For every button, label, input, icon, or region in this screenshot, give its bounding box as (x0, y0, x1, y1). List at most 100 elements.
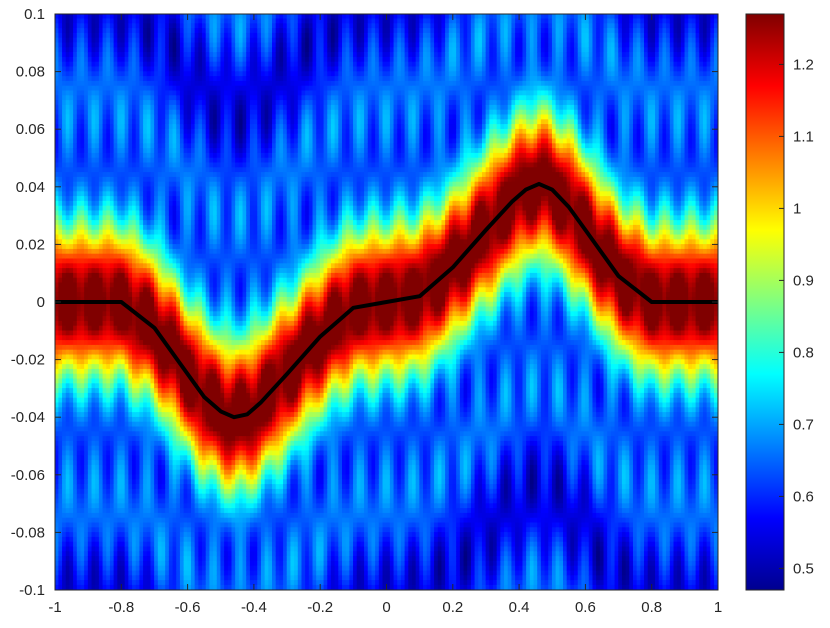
heat-cell (73, 85, 78, 92)
heat-cell (146, 42, 152, 48)
heat-cell (98, 325, 104, 332)
heat-cell (124, 512, 129, 519)
heat-cell (161, 191, 166, 197)
heat-cell (143, 469, 148, 476)
heat-cell (187, 224, 192, 231)
heat-cell (165, 157, 170, 164)
heat-cell (172, 61, 177, 68)
heat-cell (157, 402, 163, 408)
heat-cell (157, 479, 163, 485)
heat-cell (73, 488, 78, 495)
heat-cell (172, 517, 177, 524)
heat-cell (176, 28, 181, 34)
heat-cell (176, 85, 181, 92)
heat-cell (62, 541, 67, 548)
heat-cell (109, 133, 115, 140)
heat-cell (121, 388, 126, 394)
heat-cell (202, 258, 207, 264)
heat-cell (198, 277, 203, 284)
heat-cell (172, 80, 177, 87)
heat-cell (76, 210, 82, 216)
heat-cell (132, 296, 137, 303)
heat-cell (172, 186, 177, 192)
heat-cell (154, 80, 159, 87)
heat-cell (154, 349, 159, 356)
heat-cell (98, 244, 104, 250)
heat-cell (102, 234, 107, 240)
heat-cell (183, 80, 188, 87)
heat-cell (202, 80, 207, 87)
heat-cell (58, 253, 63, 260)
heat-cell (84, 253, 89, 260)
heat-cell (58, 416, 63, 423)
heat-cell (168, 56, 174, 63)
heat-cell (172, 119, 177, 125)
heat-cell (172, 205, 177, 212)
heat-cell (190, 152, 196, 159)
heat-cell (62, 421, 67, 428)
heat-cell (62, 37, 67, 44)
heat-cell (165, 407, 170, 413)
heat-cell (205, 66, 210, 72)
heat-cell (124, 383, 129, 389)
heat-cell (98, 258, 104, 264)
heat-cell (62, 210, 67, 216)
heat-cell (58, 440, 63, 447)
heat-cell (128, 138, 133, 144)
heat-cell (62, 90, 67, 96)
heat-cell (73, 71, 78, 77)
heat-cell (157, 80, 163, 87)
heat-cell (179, 32, 185, 39)
heat-cell (161, 330, 166, 336)
heat-cell (154, 220, 159, 226)
heat-cell (135, 306, 141, 312)
heat-cell (109, 320, 115, 327)
heat-cell (128, 109, 133, 116)
heat-cell (154, 47, 159, 53)
heat-cell (132, 426, 137, 432)
heat-cell (187, 464, 192, 471)
heat-cell (146, 440, 152, 447)
heat-cell (84, 565, 89, 572)
heat-cell (187, 541, 192, 548)
heat-cell (157, 85, 163, 92)
heat-cell (109, 455, 115, 461)
heat-cell (106, 330, 111, 336)
heat-cell (154, 61, 159, 68)
heat-cell (121, 66, 126, 72)
heat-cell (172, 311, 177, 317)
heat-cell (194, 368, 199, 375)
heat-cell (109, 335, 115, 341)
heat-cell (65, 383, 71, 389)
heat-cell (190, 508, 196, 514)
heat-cell (113, 488, 118, 495)
heat-cell (80, 277, 85, 284)
heat-cell (161, 580, 166, 586)
heat-cell (128, 28, 133, 34)
heat-cell (84, 546, 89, 552)
heat-cell (113, 536, 118, 543)
heat-cell (165, 18, 170, 24)
heat-cell (150, 200, 155, 207)
heat-cell (87, 488, 93, 495)
heat-cell (139, 373, 144, 380)
heat-cell (132, 325, 137, 332)
heat-cell (80, 450, 85, 456)
heat-cell (165, 421, 170, 428)
heat-cell (176, 90, 181, 96)
heat-cell (183, 340, 188, 346)
heat-cell (143, 407, 148, 413)
heat-cell (80, 445, 85, 452)
heat-cell (62, 200, 67, 207)
heat-cell (179, 248, 185, 255)
heat-cell (176, 412, 181, 418)
heat-cell (179, 162, 185, 168)
heat-cell (187, 364, 192, 370)
heat-cell (124, 23, 129, 29)
heat-cell (76, 176, 82, 183)
heat-cell (183, 498, 188, 504)
heat-cell (84, 560, 89, 567)
heat-cell (165, 541, 170, 548)
heat-cell (135, 541, 141, 548)
heat-cell (55, 316, 59, 322)
